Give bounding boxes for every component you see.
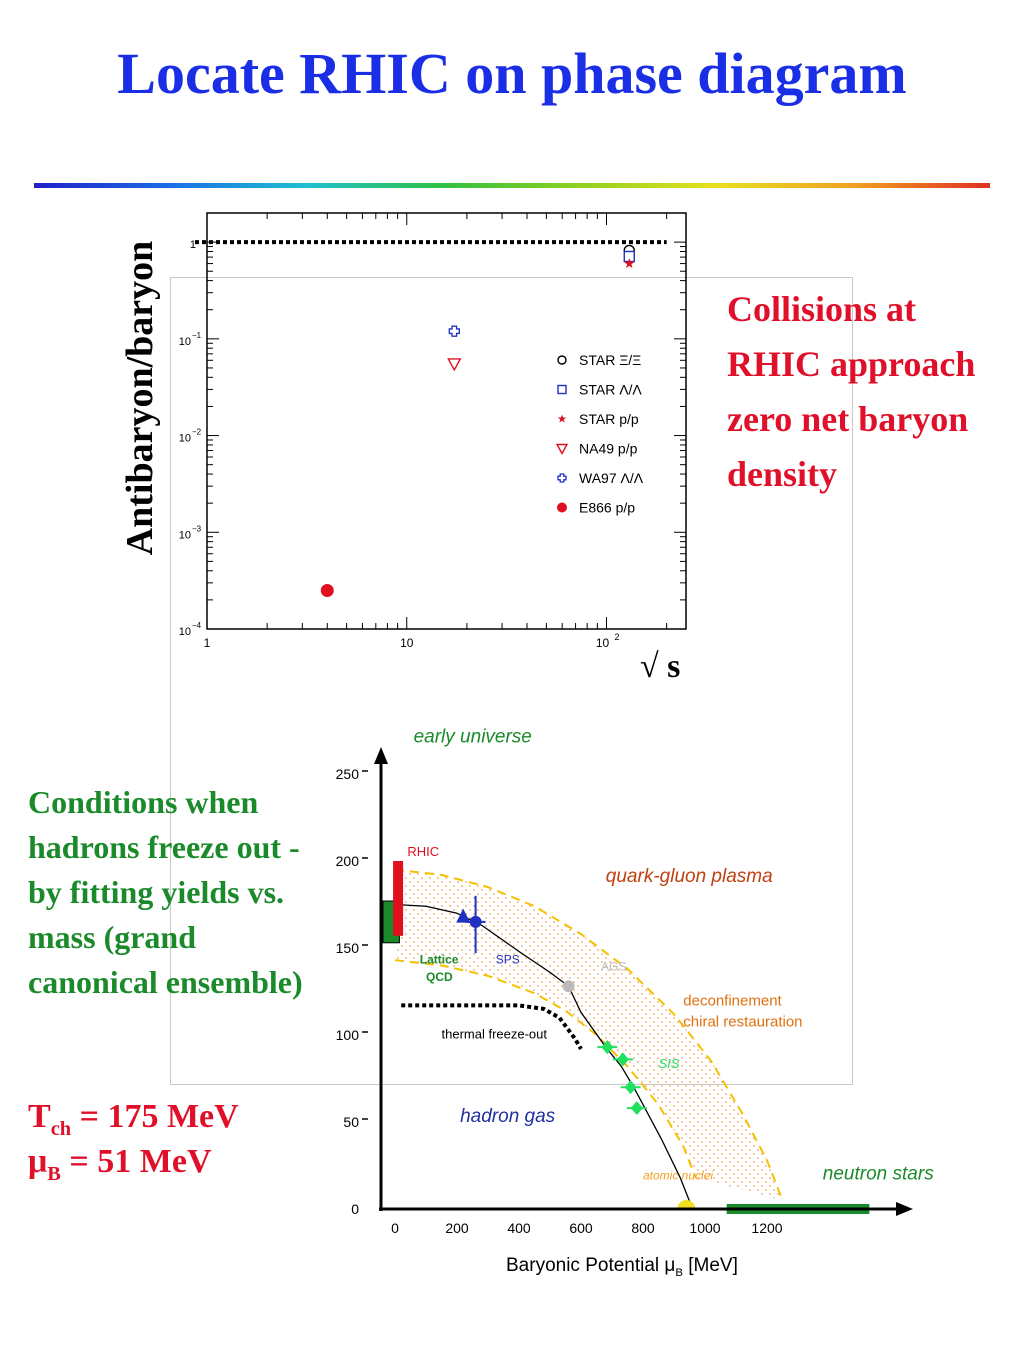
phase-y-tick-label: 0 [351, 1201, 359, 1217]
legend-marker-star-p-p [557, 414, 567, 423]
phase-x-tick-label: 800 [631, 1220, 655, 1236]
phase-label-quark-gluon-plasma: quark-gluon plasma [606, 866, 773, 887]
phase-label-thermal-freeze-out: thermal freeze-out [442, 1026, 548, 1041]
tch-subscript: ch [50, 1117, 72, 1140]
phase-y-tick-label: 200 [336, 853, 360, 869]
ratio-x-tick-exponent: 2 [615, 632, 620, 642]
phase-x-tick-label: 1200 [751, 1220, 782, 1236]
ratio-plot-frame [206, 212, 687, 630]
phase-y-tick-label: 50 [343, 1114, 359, 1130]
ratio-y-tick-exponent: −3 [192, 524, 202, 533]
tch-symbol: T [28, 1098, 51, 1135]
phase-y-axis-arrow [374, 747, 388, 764]
qgp-band-inner-edge [394, 959, 697, 1179]
phase-xlabel-sub: B [675, 1266, 683, 1279]
phase-x-tick-label: 0 [391, 1220, 399, 1236]
chemical-potential-result: μB = 51 MeV [28, 1143, 212, 1186]
qgp-transition-band [395, 869, 783, 1201]
phase-x-tick-label: 600 [569, 1220, 593, 1236]
legend-marker-star [557, 355, 567, 365]
phase-label-deconfinement: deconfinement [683, 992, 782, 1009]
phase-x-tick-label: 200 [445, 1220, 469, 1236]
phase-x-tick-label: 400 [507, 1220, 531, 1236]
ratio-point-wa97 [448, 325, 460, 337]
qgp-band-outer-edge [394, 868, 784, 1201]
phase-label-rhic: RHIC [407, 844, 439, 859]
phase-label-sis: SIS [659, 1056, 680, 1071]
ratio-chart-outline [170, 277, 853, 1085]
phase-y-tick-label: 100 [336, 1027, 360, 1043]
ratio-chart-x-axis-label: √ s [640, 648, 681, 685]
ratio-point-na49-p-p [447, 358, 462, 372]
mub-subscript: B [47, 1162, 61, 1185]
ratio-y-tick-label: 1 [190, 239, 196, 251]
legend-label-star: STAR Λ/Λ [579, 382, 642, 398]
phase-label-neutron-stars: neutron stars [823, 1163, 934, 1184]
ratio-x-tick-label: 10 [400, 636, 414, 650]
phase-label-early-universe: early universe [414, 727, 532, 748]
ratio-x-tick-label: 10 [596, 636, 610, 650]
ratio-y-tick-label: 10 [179, 433, 191, 445]
tch-value: = 175 MeV [71, 1098, 239, 1135]
legend-label-wa97: WA97 Λ/Λ [579, 470, 644, 486]
ratio-y-tick-exponent: −4 [192, 621, 202, 630]
phase-point-sis-1 [601, 1040, 614, 1055]
phase-point-sps [469, 915, 482, 928]
phase-label-hadron-gas: hadron gas [460, 1106, 556, 1127]
phase-label-qcd: QCD [426, 970, 453, 984]
collisions-note: Collisions at RHIC approach zero net bar… [727, 289, 976, 494]
legend-marker-wa97 [557, 473, 567, 483]
legend-label-star-p-p: STAR p/p [579, 411, 639, 427]
thermal-freeze-out-curve [401, 1003, 583, 1050]
phase-xlabel-unit: [MeV] [682, 1255, 738, 1276]
legend-marker-star [557, 384, 567, 395]
freeze-out-note: Conditions when hadrons freeze out - by … [28, 784, 303, 1000]
ratio-y-tick-label: 10 [179, 336, 191, 348]
phase-xlabel-text: Baryonic Potential [506, 1255, 665, 1276]
phase-chart-x-axis-label: Baryonic Potential μB [MeV] [506, 1255, 738, 1279]
page-title: Locate RHIC on phase diagram [117, 41, 907, 106]
ratio-x-tick-label: 1 [204, 636, 211, 650]
phase-label-ags: AGS [601, 960, 626, 974]
ratio-point-e866-p-p [320, 584, 334, 598]
phase-y-tick-label: 150 [336, 940, 360, 956]
phase-point-sis-4 [630, 1101, 643, 1116]
phase-x-tick-label: 1000 [689, 1220, 720, 1236]
phase-point-sps-triangle [456, 908, 471, 923]
legend-label-e866-p-p: E866 p/p [579, 500, 635, 516]
phase-xlabel-mu: μ [664, 1255, 676, 1276]
mub-value: = 51 MeV [60, 1143, 212, 1180]
legend-label-na49-p-p: NA49 p/p [579, 441, 638, 457]
phase-point-atomic-nucleus [677, 1200, 696, 1209]
phase-point-rhic [393, 861, 404, 936]
mub-symbol: μ [28, 1143, 48, 1180]
legend-label-star: STAR Ξ/Ξ [579, 352, 641, 368]
legend-marker-e866-p-p [557, 502, 567, 513]
phase-point-sis-3 [624, 1080, 637, 1095]
ratio-y-tick-label: 10 [179, 626, 191, 638]
phase-x-axis-arrow [896, 1202, 913, 1216]
ratio-y-tick-label: 10 [179, 529, 191, 541]
phase-label-lattice: Lattice [420, 953, 459, 967]
phase-point-sis-2 [616, 1052, 629, 1067]
temperature-result: Tch = 175 MeV [28, 1098, 239, 1141]
phase-y-tick-label: 250 [336, 766, 360, 782]
phase-label-atomic-nuclei: atomic nuclei [643, 1168, 713, 1182]
phase-label-chiral-restauration: chiral restauration [683, 1013, 802, 1030]
phase-point-ags [562, 980, 575, 993]
ratio-y-tick-exponent: −2 [192, 428, 202, 437]
ratio-y-tick-exponent: −1 [192, 331, 202, 340]
ratio-point-star-p-p [624, 258, 635, 269]
phase-label-sps: SPS [496, 953, 520, 967]
legend-marker-na49-p-p [555, 443, 569, 455]
rainbow-divider [34, 183, 990, 188]
